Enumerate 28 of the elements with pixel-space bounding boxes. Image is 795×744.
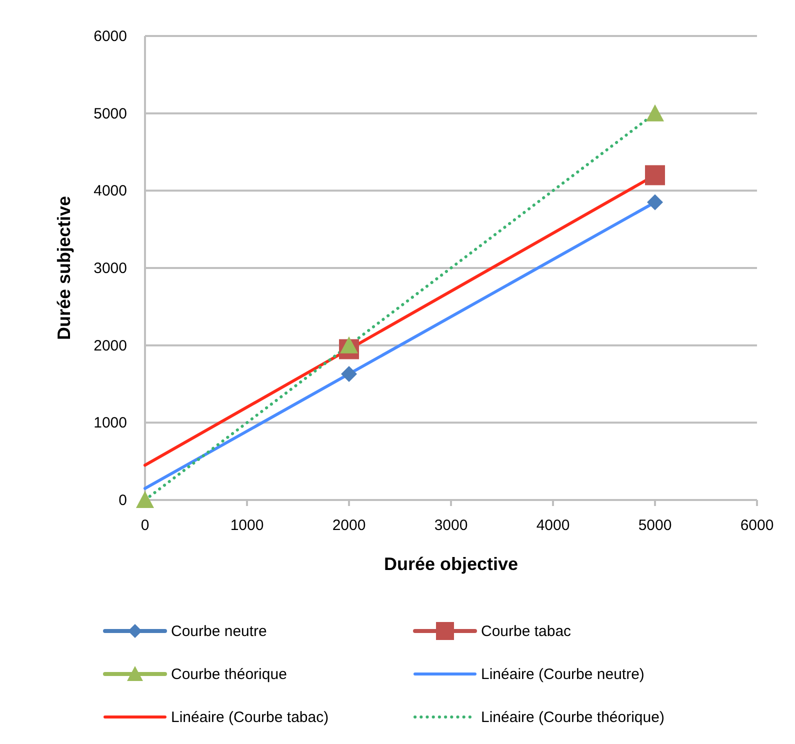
- point: [340, 336, 358, 354]
- x-axis-title: Durée objective: [384, 554, 518, 574]
- y-tick-label: 4000: [94, 182, 127, 200]
- y-tick-label: 0: [118, 492, 127, 509]
- y-tick-label: 1000: [94, 414, 127, 432]
- y-axis-title: Durée subjective: [54, 196, 74, 340]
- legend-label: Courbe tabac: [481, 623, 572, 640]
- point: [646, 104, 664, 122]
- x-tick-label: 1000: [230, 517, 264, 534]
- x-tick-label: 2000: [332, 517, 366, 534]
- legend-label: Linéaire (Courbe neutre): [481, 666, 644, 683]
- point: [341, 366, 357, 382]
- legend-label: Courbe théorique: [171, 666, 287, 683]
- point: [136, 491, 154, 508]
- point: [647, 194, 663, 210]
- legend-label: Courbe neutre: [171, 623, 267, 640]
- legend-label: Linéaire (Courbe tabac): [171, 709, 329, 726]
- x-tick-label: 3000: [434, 517, 468, 534]
- point: [645, 165, 665, 186]
- y-tick-label: 3000: [94, 260, 127, 277]
- x-tick-label: 4000: [536, 517, 570, 534]
- x-tick-label: 5000: [638, 517, 672, 534]
- y-tick-label: 5000: [94, 105, 127, 122]
- x-tick-label: 6000: [740, 517, 774, 534]
- x-tick-label: 0: [140, 517, 150, 534]
- y-tick-label: 2000: [94, 337, 127, 354]
- legend-label: Linéaire (Courbe théorique): [481, 709, 664, 726]
- y-tick-label: 6000: [94, 28, 127, 45]
